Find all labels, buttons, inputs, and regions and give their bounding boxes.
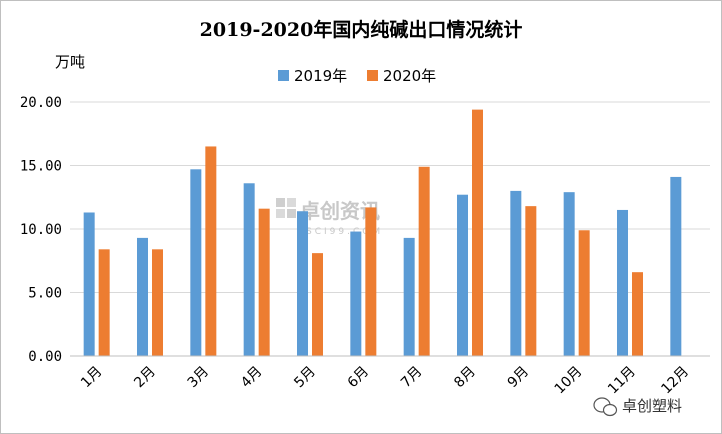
watermark-logo-icon [276, 209, 285, 218]
bar-2019年-8月 [457, 194, 468, 356]
bar-2020年-8月 [472, 109, 483, 357]
bar-2020年-1月 [98, 249, 110, 356]
bar-2019年-12月 [670, 176, 682, 356]
x-tick-label: 2月 [131, 364, 159, 392]
bar-2019年-2月 [137, 237, 148, 356]
x-tick-label: 4月 [238, 364, 266, 392]
chart-title: 2019-2020年国内纯碱出口情况统计 [200, 18, 523, 41]
legend-swatch-2019 [278, 70, 289, 81]
x-tick-label: 6月 [345, 364, 373, 392]
gridlines [70, 101, 710, 293]
bar-2020年-7月 [418, 166, 430, 356]
y-tick-label: 20.00 [20, 95, 62, 111]
x-tick-label: 12月 [658, 364, 692, 398]
y-tick-label: 10.00 [20, 222, 62, 238]
x-tick-label: 10月 [552, 364, 586, 398]
bar-2019年-10月 [563, 192, 575, 356]
watermark-subtext: SCI99.COM [306, 227, 383, 237]
legend: 2019年 2020年 [278, 67, 436, 85]
x-tick-label: 5月 [291, 364, 319, 392]
bar-2020年-2月 [152, 249, 163, 356]
x-tick-label: 1月 [78, 364, 106, 392]
bar-2019年-11月 [617, 209, 628, 356]
bar-2020年-9月 [525, 206, 537, 356]
x-tick-label: 11月 [605, 364, 639, 398]
bar-2020年-10月 [578, 230, 590, 356]
x-tick-label: 7月 [398, 364, 426, 392]
legend-swatch-2020 [367, 70, 378, 81]
brand-text: 卓创塑料 [622, 397, 682, 415]
bar-2019年-6月 [350, 231, 362, 356]
watermark-logo-icon [287, 209, 296, 218]
bar-2020年-4月 [258, 208, 270, 356]
y-tick-labels: 0.00 5.00 10.00 15.00 20.00 [20, 95, 62, 365]
x-tick-labels: 1月 2月 3月 4月 5月 6月 7月 8月 9月 10月 11月 12月 [78, 364, 692, 398]
bar-2019年-4月 [243, 183, 255, 356]
y-axis-label: 万吨 [55, 53, 85, 71]
x-tick-label: 9月 [505, 364, 533, 392]
bar-2019年-5月 [297, 211, 308, 356]
brand-mark: 卓创塑料 [593, 397, 682, 417]
bar-2019年-7月 [403, 237, 415, 356]
bar-2020年-11月 [632, 272, 643, 356]
legend-label-2020: 2020年 [383, 67, 436, 85]
wechat-icon [593, 397, 618, 417]
legend-label-2019: 2019年 [294, 67, 347, 85]
y-tick-label: 5.00 [28, 286, 62, 302]
bar-2019年-3月 [190, 169, 202, 356]
watermark-logo-icon [276, 198, 285, 207]
watermark-logo-icon [287, 198, 296, 207]
bars [83, 109, 682, 357]
bar-2020年-6月 [365, 207, 377, 356]
bar-2020年-5月 [312, 253, 323, 356]
x-tick-label: 3月 [185, 364, 213, 392]
y-tick-label: 15.00 [20, 159, 62, 175]
x-tick-label: 8月 [451, 364, 479, 392]
bar-2019年-9月 [510, 190, 522, 356]
bar-2019年-1月 [83, 212, 95, 356]
bar-2020年-3月 [205, 146, 217, 356]
y-tick-label: 0.00 [28, 349, 62, 365]
